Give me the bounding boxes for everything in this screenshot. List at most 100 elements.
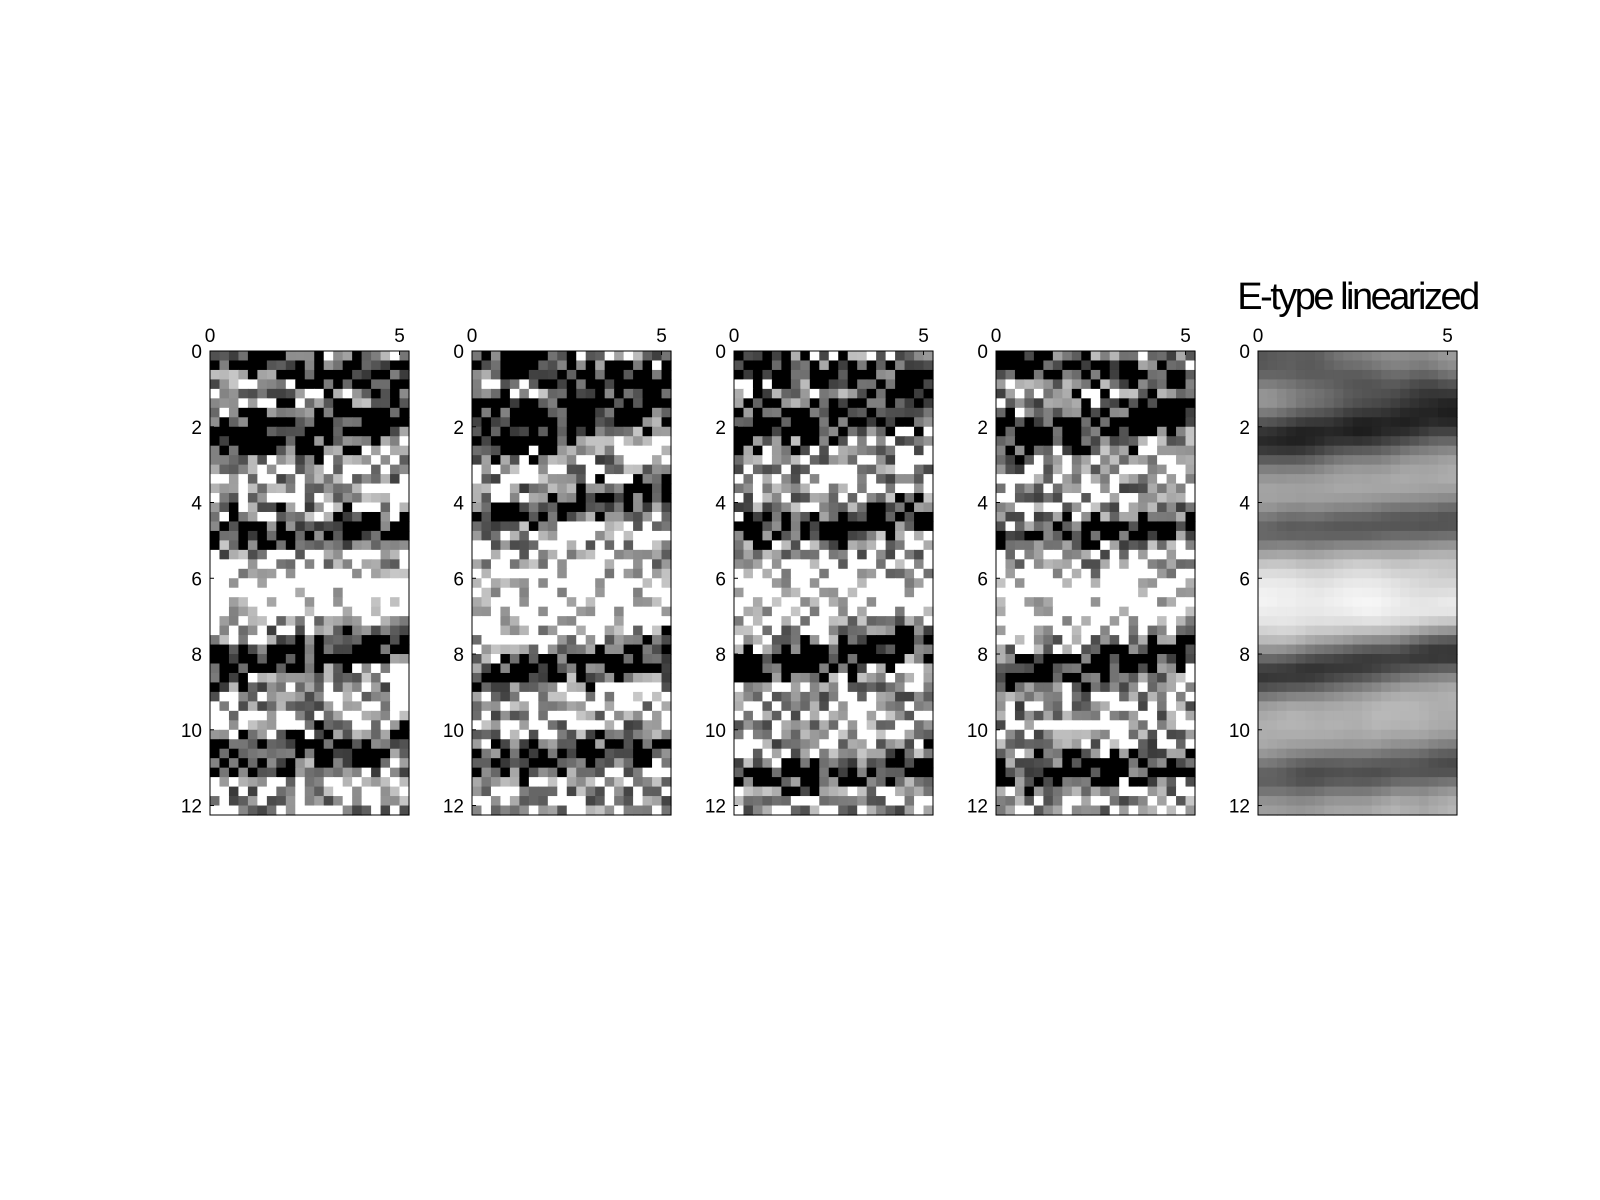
heatmap-cell bbox=[538, 616, 549, 627]
heatmap-cell bbox=[1043, 502, 1054, 513]
heatmap-cell bbox=[557, 587, 568, 598]
heatmap-cell bbox=[314, 710, 325, 721]
heatmap-cell bbox=[1258, 559, 1269, 570]
heatmap-cell bbox=[1176, 379, 1187, 390]
heatmap-cell bbox=[857, 369, 868, 381]
heatmap-cell bbox=[1267, 663, 1278, 674]
heatmap-cell bbox=[314, 672, 325, 684]
heatmap-cell bbox=[361, 691, 372, 702]
heatmap-cell bbox=[1043, 549, 1054, 560]
heatmap-cell bbox=[781, 379, 792, 390]
heatmap-cell bbox=[633, 777, 644, 788]
heatmap-cell bbox=[743, 559, 754, 570]
heatmap-cell bbox=[390, 616, 401, 627]
heatmap-cell bbox=[1371, 559, 1382, 570]
heatmap-cell bbox=[1447, 369, 1458, 381]
heatmap-cell bbox=[247, 559, 258, 570]
heatmap-cell bbox=[771, 549, 782, 560]
heatmap-cell bbox=[1333, 474, 1344, 485]
heatmap-cell bbox=[472, 398, 483, 409]
heatmap-cell bbox=[295, 625, 306, 636]
heatmap-cell bbox=[1166, 654, 1177, 665]
heatmap-cell bbox=[1362, 493, 1373, 504]
heatmap-cell bbox=[923, 369, 934, 381]
heatmap-cell bbox=[734, 511, 745, 523]
heatmap-cell bbox=[923, 578, 934, 589]
heatmap-cell bbox=[1081, 493, 1092, 504]
heatmap-cell bbox=[361, 710, 372, 721]
heatmap-cell bbox=[314, 739, 325, 750]
heatmap-cell bbox=[472, 672, 483, 684]
heatmap-cell bbox=[904, 758, 915, 769]
heatmap-cell bbox=[1185, 455, 1196, 466]
heatmap-cell bbox=[1343, 445, 1354, 456]
heatmap-cell bbox=[1062, 578, 1073, 589]
heatmap-cell bbox=[762, 654, 773, 665]
heatmap-cell bbox=[1176, 644, 1187, 655]
heatmap-cell bbox=[314, 606, 325, 617]
heatmap-cell bbox=[1081, 663, 1092, 674]
heatmap-cell bbox=[828, 559, 839, 570]
heatmap-cell bbox=[276, 691, 287, 702]
axes-frame bbox=[209, 350, 410, 816]
heatmap-cell bbox=[1138, 388, 1149, 399]
heatmap-cell bbox=[1081, 767, 1092, 778]
heatmap-cell bbox=[1409, 474, 1420, 485]
heatmap-cell bbox=[762, 549, 773, 560]
heatmap-cell bbox=[762, 691, 773, 702]
heatmap-cell bbox=[1147, 445, 1158, 456]
heatmap-cell bbox=[1295, 568, 1306, 579]
heatmap-cells bbox=[472, 351, 672, 816]
heatmap-cell bbox=[1314, 502, 1325, 513]
heatmap-cell bbox=[304, 559, 315, 570]
heatmap-cell bbox=[371, 729, 382, 740]
heatmap-cell bbox=[819, 445, 830, 456]
heatmap-cell bbox=[1419, 502, 1430, 513]
heatmap-cell bbox=[595, 549, 606, 560]
heatmap-cell bbox=[1371, 351, 1382, 362]
heatmap-cell bbox=[885, 739, 896, 750]
y-tick-label: 10 bbox=[443, 721, 464, 742]
heatmap-cell bbox=[752, 691, 764, 702]
heatmap-cell bbox=[771, 720, 782, 731]
heatmap-cell bbox=[1052, 483, 1063, 494]
heatmap-cell bbox=[762, 559, 773, 570]
heatmap-cell bbox=[1438, 625, 1449, 636]
heatmap-cell bbox=[481, 701, 492, 712]
heatmap-cell bbox=[304, 578, 315, 589]
heatmap-cell bbox=[238, 578, 249, 589]
heatmap-cell bbox=[390, 369, 401, 381]
heatmap-cell bbox=[314, 587, 325, 598]
heatmap-cell bbox=[1258, 606, 1269, 617]
x-tick-label: 0 bbox=[729, 326, 740, 347]
heatmap-cell bbox=[210, 691, 221, 702]
heatmap-cell bbox=[866, 635, 877, 646]
heatmap-cell bbox=[528, 597, 539, 608]
heatmap-cell bbox=[904, 767, 915, 778]
heatmap-cell bbox=[1119, 351, 1130, 362]
heatmap-cell bbox=[399, 474, 410, 485]
heatmap-cell bbox=[1185, 729, 1196, 740]
heatmap-cell bbox=[661, 474, 672, 485]
heatmap-cell bbox=[1267, 597, 1278, 608]
heatmap-cell bbox=[996, 568, 1007, 579]
heatmap-cell bbox=[781, 720, 792, 731]
heatmap-cell bbox=[228, 691, 240, 702]
heatmap-cell bbox=[481, 786, 492, 797]
heatmap-cell bbox=[352, 672, 363, 684]
heatmap-cell bbox=[509, 530, 520, 541]
heatmap-cell bbox=[895, 682, 906, 693]
heatmap-cell bbox=[1362, 417, 1373, 428]
heatmap-cell bbox=[809, 682, 820, 693]
heatmap-cell bbox=[642, 483, 653, 494]
y-tick-label: 10 bbox=[181, 721, 202, 742]
heatmap-cell bbox=[914, 521, 925, 532]
heatmap-cell bbox=[904, 502, 915, 513]
heatmap-cell bbox=[361, 758, 372, 769]
heatmap-cell bbox=[743, 540, 754, 551]
heatmap-cell bbox=[566, 559, 577, 570]
heatmap-cell bbox=[266, 407, 277, 418]
heatmap-cell bbox=[481, 663, 492, 674]
heatmap-cell bbox=[734, 445, 745, 456]
heatmap-cell bbox=[1109, 597, 1120, 608]
